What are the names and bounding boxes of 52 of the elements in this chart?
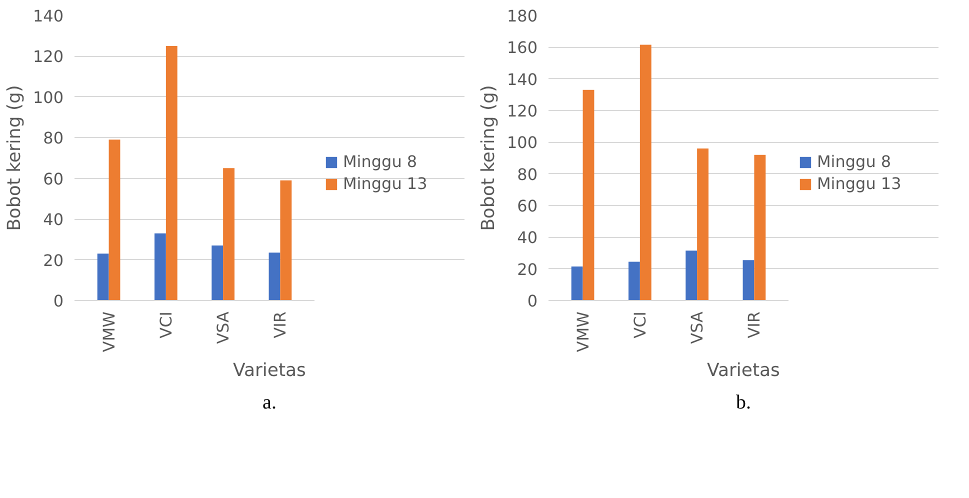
legend-label: Minggu 13 [343,174,428,193]
bar [571,266,583,300]
bar [97,254,109,300]
y-tick-label: 20 [43,250,64,270]
y-tick-label: 20 [517,260,538,279]
y-tick-label: 60 [517,196,538,216]
bar [108,140,120,300]
y-axis-title: Bobot kering (g) [478,85,499,231]
x-tick-label: VCI [156,311,176,338]
bar [223,168,234,300]
bar [582,90,594,300]
y-tick-label: 140 [32,6,64,26]
bar [154,233,166,300]
text: a. [262,392,276,414]
y-tick-label: 120 [32,47,64,66]
y-tick-label: 80 [43,128,64,148]
x-tick-label: VCI [630,311,650,338]
bar [166,46,178,300]
text: b. [736,392,751,414]
legend-label: Minggu 8 [343,152,418,171]
y-tick-label: 180 [506,6,538,26]
bar [686,250,698,300]
bar [212,246,224,300]
y-tick-label: 0 [527,292,538,310]
y-tick-label: 0 [53,292,64,310]
legend-label: Minggu 8 [817,152,892,171]
x-tick-label: VSA [688,311,707,344]
x-axis-title: Varietas [233,360,306,382]
y-tick-label: 140 [506,70,538,89]
bar [697,148,708,300]
y-tick-label: 100 [506,133,538,152]
y-tick-label: 160 [506,38,538,58]
bar [268,252,280,300]
bar [640,44,652,300]
bar [742,260,754,300]
bar [280,180,292,300]
y-tick-label: 40 [517,228,538,248]
y-tick-label: 60 [43,169,64,188]
bar [628,262,640,300]
x-tick-label: VIR [744,312,764,338]
legend-label: Minggu 13 [817,174,902,193]
bar [754,154,766,300]
y-tick-label: 100 [32,88,64,107]
y-tick-label: 80 [517,164,538,184]
x-tick-label: VSA [214,311,233,344]
y-axis-title: Bobot kering (g) [4,85,25,231]
x-tick-label: VMW [573,311,592,352]
y-tick-label: 40 [43,210,64,230]
x-tick-label: VIR [270,312,290,338]
x-axis-title: Varietas [707,360,780,382]
y-tick-label: 120 [506,102,538,120]
x-tick-label: VMW [99,311,118,352]
